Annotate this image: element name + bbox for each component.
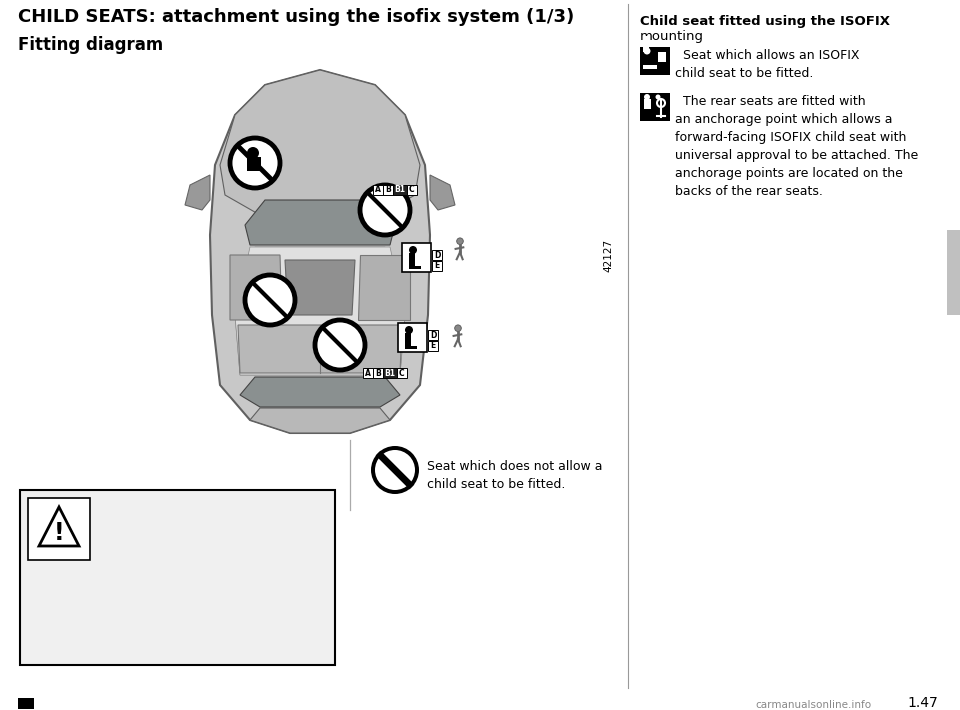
Polygon shape	[185, 175, 210, 210]
FancyBboxPatch shape	[401, 243, 430, 271]
FancyBboxPatch shape	[363, 368, 372, 378]
FancyBboxPatch shape	[18, 698, 34, 709]
Text: E: E	[434, 261, 440, 271]
Polygon shape	[235, 247, 405, 375]
FancyBboxPatch shape	[405, 346, 417, 349]
FancyBboxPatch shape	[372, 185, 383, 195]
FancyBboxPatch shape	[640, 93, 670, 121]
Text: B: B	[374, 368, 380, 378]
Text: Seat which allows an ISOFIX
child seat to be fitted.: Seat which allows an ISOFIX child seat t…	[675, 49, 859, 80]
Circle shape	[405, 326, 413, 334]
FancyBboxPatch shape	[383, 185, 393, 195]
Circle shape	[644, 94, 650, 100]
Circle shape	[643, 48, 651, 55]
FancyBboxPatch shape	[644, 99, 651, 109]
Polygon shape	[39, 507, 79, 546]
FancyBboxPatch shape	[428, 341, 438, 351]
FancyBboxPatch shape	[409, 253, 415, 267]
Text: D: D	[434, 251, 441, 259]
Text: B: B	[385, 185, 391, 195]
Polygon shape	[240, 377, 400, 407]
Text: B1: B1	[384, 368, 396, 378]
Circle shape	[247, 147, 259, 159]
Circle shape	[455, 325, 462, 332]
Circle shape	[360, 185, 410, 235]
FancyBboxPatch shape	[643, 65, 657, 69]
Text: protect the baby or child.: protect the baby or child.	[172, 543, 327, 556]
FancyBboxPatch shape	[20, 490, 335, 665]
Text: 42127: 42127	[603, 239, 613, 271]
Text: E: E	[430, 342, 436, 351]
Text: !: !	[54, 521, 64, 545]
FancyBboxPatch shape	[432, 261, 443, 271]
Circle shape	[656, 94, 660, 99]
FancyBboxPatch shape	[383, 368, 396, 378]
FancyBboxPatch shape	[428, 330, 438, 340]
FancyBboxPatch shape	[407, 185, 417, 195]
FancyBboxPatch shape	[947, 230, 960, 315]
FancyBboxPatch shape	[409, 266, 421, 269]
Text: C: C	[409, 185, 415, 195]
FancyBboxPatch shape	[658, 52, 666, 62]
Polygon shape	[430, 175, 455, 210]
Polygon shape	[285, 260, 355, 315]
Text: A: A	[374, 185, 381, 195]
FancyBboxPatch shape	[372, 368, 383, 378]
Text: C: C	[399, 368, 404, 378]
Circle shape	[409, 246, 417, 254]
Circle shape	[375, 450, 415, 490]
Text: They risk serious or even fatal injury.: They risk serious or even fatal injury.	[79, 557, 306, 570]
Circle shape	[457, 238, 464, 244]
Circle shape	[315, 320, 365, 370]
Text: 1.47: 1.47	[907, 696, 938, 710]
Polygon shape	[250, 408, 390, 433]
Text: Child seat fitted using the ISOFIX: Child seat fitted using the ISOFIX	[640, 15, 890, 28]
Text: Fitting diagram: Fitting diagram	[18, 36, 163, 54]
FancyBboxPatch shape	[432, 250, 443, 260]
FancyBboxPatch shape	[396, 368, 407, 378]
Text: which is not approved for: which is not approved for	[171, 515, 327, 528]
Circle shape	[371, 446, 419, 494]
Text: The rear seats are fitted with
an anchorage point which allows a
forward-facing : The rear seats are fitted with an anchor…	[675, 95, 919, 198]
Text: Seat which does not allow a
child seat to be fitted.: Seat which does not allow a child seat t…	[427, 460, 603, 491]
FancyBboxPatch shape	[640, 47, 670, 75]
Text: CHILD SEATS: attachment using the isofix system (1/3): CHILD SEATS: attachment using the isofix…	[18, 8, 574, 26]
Text: this vehicle will not correctly: this vehicle will not correctly	[152, 529, 327, 542]
Polygon shape	[238, 325, 402, 373]
Text: D: D	[430, 330, 436, 339]
Polygon shape	[220, 70, 420, 220]
Polygon shape	[358, 255, 410, 320]
Circle shape	[230, 138, 280, 188]
Text: Using a child safety system: Using a child safety system	[158, 501, 327, 514]
Polygon shape	[230, 255, 282, 320]
Text: carmanualsonline.info: carmanualsonline.info	[755, 700, 871, 710]
FancyBboxPatch shape	[28, 498, 90, 560]
Polygon shape	[235, 247, 405, 375]
FancyBboxPatch shape	[643, 36, 649, 52]
FancyBboxPatch shape	[247, 157, 261, 171]
Text: B1: B1	[395, 185, 405, 195]
FancyBboxPatch shape	[397, 322, 426, 351]
Circle shape	[245, 275, 295, 325]
FancyBboxPatch shape	[405, 333, 411, 347]
Polygon shape	[245, 200, 395, 245]
Polygon shape	[210, 70, 430, 433]
Text: A: A	[365, 368, 371, 378]
FancyBboxPatch shape	[393, 185, 407, 195]
Text: mounting: mounting	[640, 30, 704, 43]
